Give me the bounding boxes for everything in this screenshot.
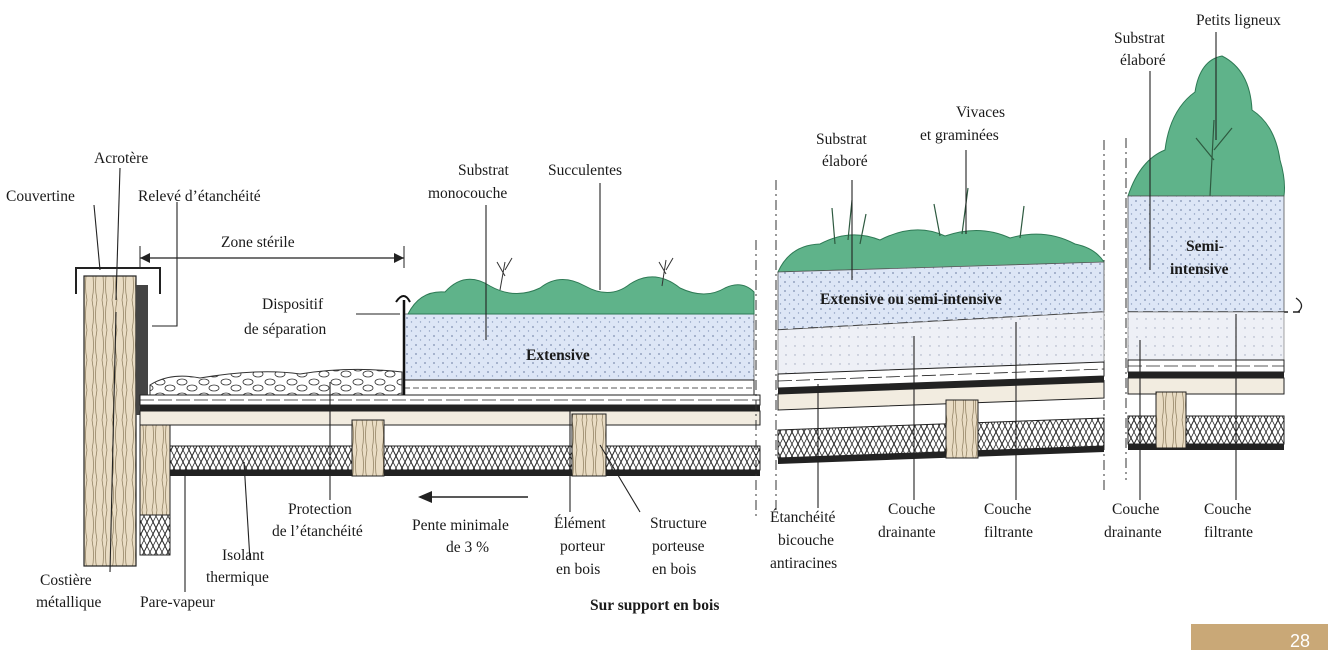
label-element-1: Élément bbox=[554, 515, 606, 532]
right-substrate bbox=[1127, 195, 1285, 313]
label-costiere-1: Costière bbox=[40, 572, 92, 589]
woody-shrub-vegetation bbox=[1127, 55, 1285, 197]
label-succulentes: Succulentes bbox=[548, 162, 622, 179]
couvertine-cap bbox=[75, 267, 161, 294]
label-pare-vapeur: Pare-vapeur bbox=[140, 594, 216, 611]
right-section bbox=[1125, 55, 1303, 480]
label-substrat-mono-1: Substrat bbox=[458, 162, 510, 179]
label-isolant-2: thermique bbox=[206, 569, 269, 586]
succulent-vegetation bbox=[407, 276, 755, 315]
mid-substrate bbox=[777, 261, 1105, 331]
label-dispositif-2: de séparation bbox=[244, 321, 326, 338]
slide-number-badge: 28 bbox=[1191, 624, 1328, 651]
label-protection-2: de l’étanchéité bbox=[272, 523, 363, 540]
insulation-left bbox=[169, 445, 761, 471]
releve-membrane bbox=[136, 285, 148, 415]
label-etancheite-3: antiracines bbox=[770, 555, 837, 572]
labels: Acrotère Couvertine Relevé d’étanchéité … bbox=[6, 12, 1281, 614]
label-substrat-elabore-a-1: Substrat bbox=[816, 131, 868, 148]
label-structure-3: en bois bbox=[652, 561, 696, 578]
label-etancheite-1: Étanchéité bbox=[770, 509, 836, 526]
middle-section bbox=[775, 140, 1105, 510]
label-couche-drainante-a-2: drainante bbox=[878, 524, 936, 541]
label-protection-1: Protection bbox=[288, 501, 352, 518]
label-structure-2: porteuse bbox=[652, 538, 705, 555]
label-semi-2: intensive bbox=[1170, 261, 1229, 278]
label-releve: Relevé d’étanchéité bbox=[138, 188, 261, 205]
label-pente-2: de 3 % bbox=[446, 539, 489, 556]
left-section bbox=[75, 240, 761, 567]
label-petits-ligneux: Petits ligneux bbox=[1196, 12, 1281, 29]
label-substrat-elabore-a-2: élaboré bbox=[822, 153, 868, 170]
label-couche-drainante-b-1: Couche bbox=[1112, 501, 1159, 518]
label-pente-1: Pente minimale bbox=[412, 517, 509, 534]
label-substrat-elabore-b-2: élaboré bbox=[1120, 52, 1166, 69]
extensive-substrate bbox=[403, 313, 755, 381]
label-ext-semi: Extensive ou semi-intensive bbox=[820, 291, 1002, 308]
label-substrat-elabore-b-1: Substrat bbox=[1114, 30, 1166, 47]
label-zone-sterile: Zone stérile bbox=[221, 234, 295, 251]
label-couche-drainante-a-1: Couche bbox=[888, 501, 935, 518]
slide-number: 28 bbox=[1289, 631, 1310, 651]
label-couche-filtrante-b-1: Couche bbox=[1204, 501, 1251, 518]
label-vivaces-1: Vivaces bbox=[956, 104, 1005, 121]
leader-lines bbox=[93, 32, 1237, 592]
pebble-layer bbox=[149, 368, 403, 396]
label-acrotere: Acrotère bbox=[94, 150, 148, 167]
label-couche-drainante-b-2: drainante bbox=[1104, 524, 1162, 541]
label-structure-1: Structure bbox=[650, 515, 707, 532]
label-couche-filtrante-a-1: Couche bbox=[984, 501, 1031, 518]
label-couche-filtrante-a-2: filtrante bbox=[984, 524, 1033, 541]
label-element-2: porteur bbox=[560, 538, 606, 555]
label-isolant-1: Isolant bbox=[222, 547, 265, 564]
label-semi-1: Semi- bbox=[1186, 238, 1224, 255]
label-element-3: en bois bbox=[556, 561, 600, 578]
label-support: Sur support en bois bbox=[590, 597, 719, 614]
label-couche-filtrante-b-2: filtrante bbox=[1204, 524, 1253, 541]
label-substrat-mono-2: monocouche bbox=[428, 185, 507, 202]
label-extensive: Extensive bbox=[526, 347, 590, 364]
label-vivaces-2: et graminées bbox=[920, 127, 999, 144]
label-dispositif-1: Dispositif bbox=[262, 296, 324, 313]
label-couvertine: Couvertine bbox=[6, 188, 75, 205]
label-costiere-2: métallique bbox=[36, 594, 102, 611]
acrotere-post bbox=[83, 275, 137, 567]
label-etancheite-2: bicouche bbox=[778, 532, 834, 549]
